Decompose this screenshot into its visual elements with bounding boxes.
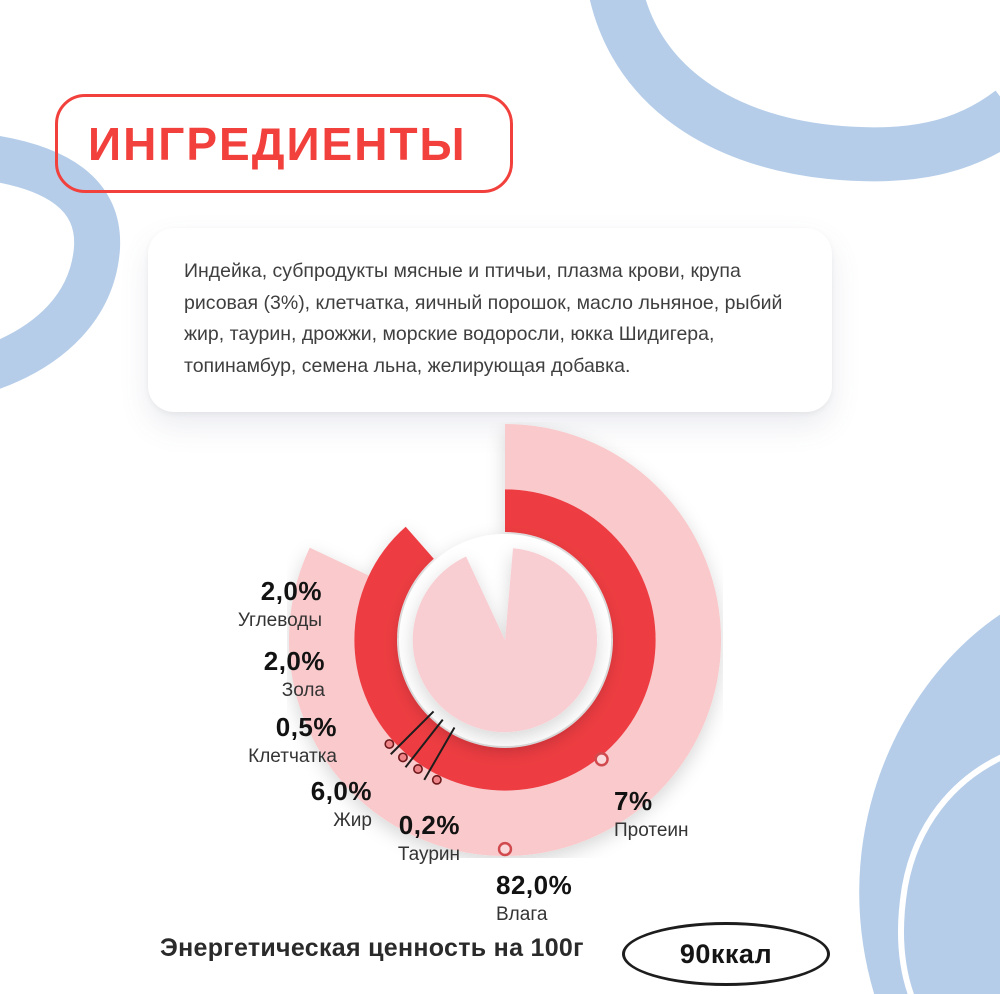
callout-label: Протеин [614, 820, 689, 841]
decor-blob-bottom-right [859, 614, 1000, 994]
moisture-ring [288, 423, 722, 857]
callout-uglevody: 2,0% Углеводы [238, 576, 322, 632]
callout-value: 7% [614, 786, 653, 816]
segment-divider [390, 710, 435, 755]
data-point-dot [384, 739, 395, 749]
callout-label: Зола [281, 680, 325, 701]
energy-value-label: Энергетическая ценность на 100г [160, 934, 584, 962]
decor-curve-left [0, 136, 121, 389]
data-point-dot [497, 841, 513, 857]
callout-taurin: 0,2% Таурин [398, 810, 460, 866]
callout-label: Клетчатка [248, 746, 337, 767]
callout-value: 6,0% [310, 776, 372, 806]
center-pie-disc [412, 548, 598, 733]
data-point-dot [594, 752, 609, 767]
callout-value: 0,5% [275, 712, 337, 742]
ingredients-title-box: ИНГРЕДИЕНТЫ [55, 94, 513, 193]
callout-label: Жир [333, 810, 372, 831]
callout-zola: 2,0% Зола [264, 646, 325, 702]
energy-badge: 90ккал [622, 922, 830, 986]
energy-badge-value: 90ккал [679, 938, 773, 969]
callout-kletchatka: 0,5% Клетчатка [248, 712, 337, 768]
ingredients-text: Индейка, субпродукты мясные и птичьи, пл… [184, 260, 783, 377]
segment-divider [423, 727, 456, 781]
data-point-dot [397, 752, 408, 763]
page-title: ИНГРЕДИЕНТЫ [88, 117, 467, 170]
callout-value: 2,0% [263, 646, 325, 676]
ingredients-card: Индейка, субпродукты мясные и птичьи, пл… [148, 228, 832, 413]
callout-zhir: 6,0% Жир [311, 776, 372, 832]
callout-value: 0,2% [398, 810, 460, 840]
callout-label: Таурин [397, 844, 460, 865]
segment-divider [404, 719, 444, 768]
data-point-dot [431, 774, 442, 785]
callout-label: Влага [496, 904, 548, 925]
data-point-dot [413, 764, 423, 774]
inner-red-ring [354, 489, 656, 791]
callout-vlaga: 82,0% Влага [496, 870, 572, 926]
nutrition-donut-chart [288, 423, 722, 857]
callout-value: 2,0% [260, 576, 322, 606]
decor-white-arc [898, 754, 1000, 994]
callout-value: 82,0% [496, 870, 573, 900]
decor-curve-top-right [590, 0, 1000, 182]
callout-label: Углеводы [237, 610, 322, 631]
callout-protein: 7% Протеин [614, 786, 689, 842]
